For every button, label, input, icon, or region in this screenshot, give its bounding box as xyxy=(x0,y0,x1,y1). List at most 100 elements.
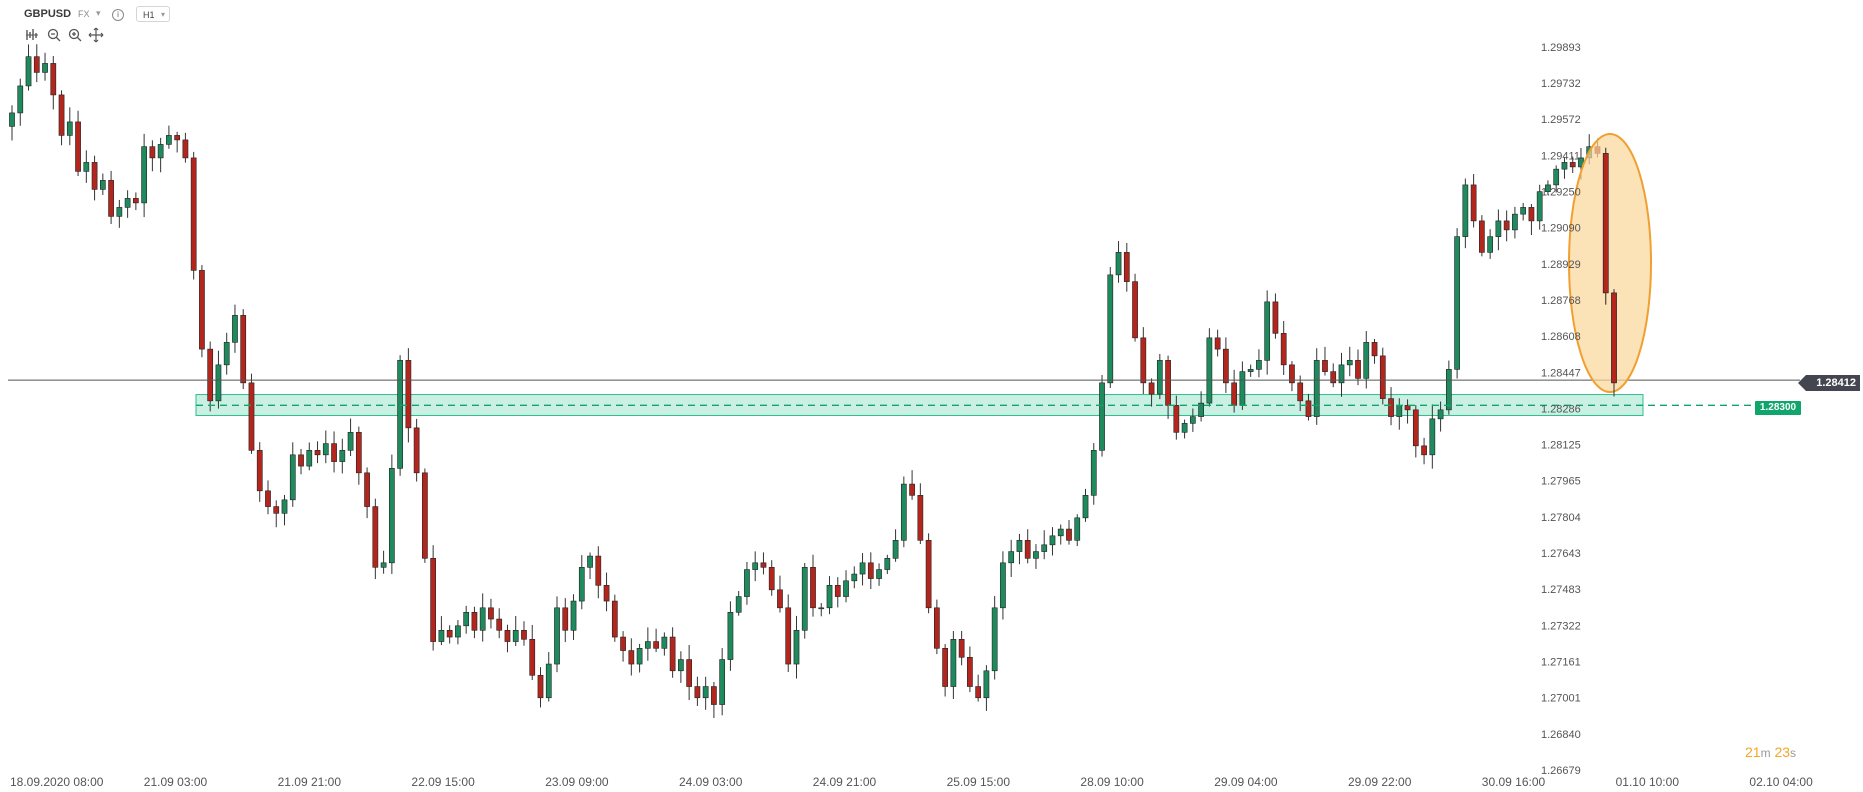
candle xyxy=(1561,156,1568,179)
candle xyxy=(843,570,849,603)
candle xyxy=(1445,360,1452,415)
candle-body xyxy=(537,674,544,699)
candle-body xyxy=(174,135,181,141)
candle-body xyxy=(91,162,98,190)
candle-body xyxy=(1479,220,1485,253)
candle-body xyxy=(867,562,874,579)
candle xyxy=(488,598,494,629)
candle-body xyxy=(1082,495,1089,519)
candle xyxy=(1057,524,1064,545)
candle-body xyxy=(810,567,816,609)
y-tick-label: 1.29732 xyxy=(1541,78,1581,90)
candle xyxy=(686,645,692,701)
candle-body xyxy=(289,454,296,501)
candle xyxy=(1082,488,1089,522)
x-tick-label: 21.09 21:00 xyxy=(278,775,342,789)
candle-body xyxy=(1140,337,1147,384)
candle xyxy=(1479,215,1485,257)
timer-seconds-unit: s xyxy=(1790,746,1797,760)
candle xyxy=(314,441,321,464)
candle xyxy=(851,566,858,589)
candle xyxy=(785,594,792,673)
candle-body xyxy=(207,348,214,402)
candle-body xyxy=(578,567,585,602)
candle xyxy=(1214,329,1221,357)
candle xyxy=(1536,184,1543,230)
zoom-out-icon[interactable] xyxy=(46,27,62,43)
candle-body xyxy=(1165,360,1171,406)
candle xyxy=(744,561,750,605)
candle xyxy=(1049,527,1056,556)
candle-body xyxy=(397,360,403,469)
candle xyxy=(141,133,147,218)
candle-body xyxy=(826,585,833,609)
candle xyxy=(9,105,15,141)
support-level-label[interactable]: 1.28300 xyxy=(1755,401,1801,415)
zoom-in-icon[interactable] xyxy=(67,27,83,43)
candle xyxy=(1156,353,1163,400)
candle-body xyxy=(438,630,445,642)
candle xyxy=(1503,210,1510,242)
candle-body xyxy=(1437,409,1444,420)
candle-body xyxy=(182,139,189,159)
candle-body xyxy=(1611,292,1617,384)
price-axis[interactable]: 1.29893 1.29732 1.29572 1.29411 1.29250 1.290… xyxy=(1541,42,1581,777)
candle xyxy=(867,552,874,590)
indicators-icon[interactable] xyxy=(24,27,40,43)
candle xyxy=(1181,419,1188,439)
candle-body xyxy=(909,483,915,496)
candle-body xyxy=(570,600,577,631)
candle xyxy=(388,454,395,574)
candle-body xyxy=(1528,207,1535,222)
candle xyxy=(133,192,139,211)
candle xyxy=(834,577,841,608)
candle-body xyxy=(1553,168,1560,186)
candle xyxy=(455,620,461,645)
y-tick-label: 1.29572 xyxy=(1541,114,1581,126)
candle xyxy=(347,418,354,457)
candle xyxy=(504,624,511,653)
candle xyxy=(1569,156,1576,174)
candle-body xyxy=(1487,236,1493,253)
candle-body xyxy=(719,659,726,705)
candle-body xyxy=(199,270,205,350)
candle xyxy=(339,438,346,474)
candle xyxy=(975,674,982,702)
candles-layer xyxy=(9,44,1617,719)
symbol-label[interactable]: GBPUSD xyxy=(24,8,72,20)
candle xyxy=(149,140,156,172)
candle xyxy=(446,625,453,644)
candle xyxy=(777,575,783,613)
candle xyxy=(166,125,172,149)
candle-body xyxy=(66,121,73,136)
candle-body xyxy=(1198,402,1204,417)
candle-body xyxy=(1346,360,1353,366)
candle-body xyxy=(983,670,990,699)
y-tick-label: 1.28768 xyxy=(1541,295,1581,307)
candle xyxy=(1289,361,1295,392)
y-tick-label: 1.28447 xyxy=(1541,367,1581,379)
candle-body xyxy=(430,558,437,642)
time-axis[interactable]: 18.09.2020 08:00 21.09 03:00 21.09 21:00 22… xyxy=(10,775,1813,789)
candle-body xyxy=(256,450,263,492)
timeframe-select[interactable]: H1 ▾ xyxy=(136,6,170,22)
info-icon[interactable]: i xyxy=(112,9,124,21)
candle-body xyxy=(463,612,470,627)
candle-body xyxy=(413,427,420,474)
timeframe-value: H1 xyxy=(143,10,155,20)
y-tick-label: 1.29090 xyxy=(1541,223,1581,235)
candle xyxy=(1412,405,1419,458)
candle-body xyxy=(157,144,164,159)
candle xyxy=(256,442,263,502)
candle xyxy=(810,554,816,617)
candle xyxy=(1429,404,1436,469)
candle xyxy=(25,44,32,91)
candle-body xyxy=(1503,220,1510,231)
candle xyxy=(372,498,379,580)
candle-body xyxy=(166,135,172,145)
candle-body xyxy=(314,450,321,456)
candle-body xyxy=(859,562,866,575)
crosshair-icon[interactable] xyxy=(88,27,104,43)
chevron-down-icon[interactable]: ▾ xyxy=(96,8,101,18)
